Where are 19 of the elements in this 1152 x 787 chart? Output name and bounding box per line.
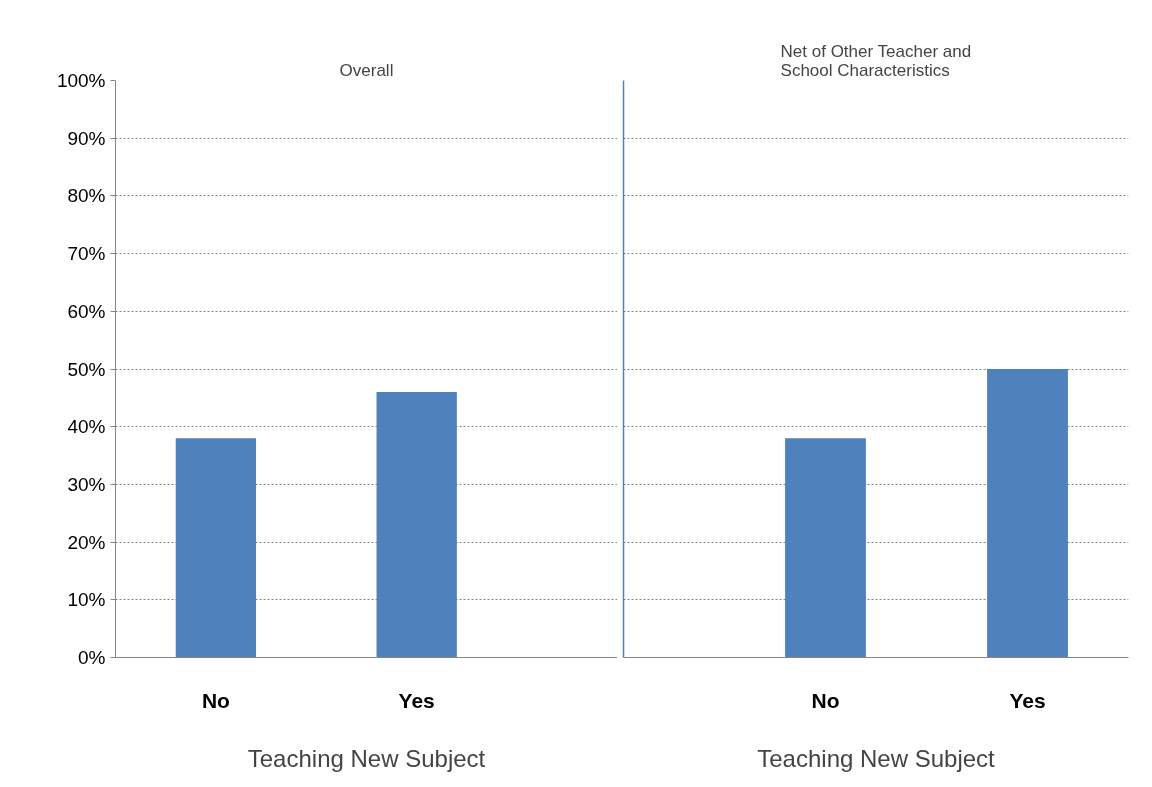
- chart-title: Overall: [339, 60, 394, 80]
- y-tick-label: 10%: [67, 589, 106, 611]
- y-tick-label: 50%: [67, 358, 106, 380]
- y-tick-label: 30%: [67, 473, 106, 495]
- y-tick-label: 80%: [67, 185, 106, 207]
- y-tick-label: 70%: [67, 243, 106, 265]
- y-tick-label: 90%: [67, 127, 106, 149]
- x-tick-label: Yes: [398, 688, 435, 712]
- x-tick-label: Yes: [1009, 688, 1046, 712]
- chart-title: Net of Other Teacher and School Characteristics: [780, 41, 972, 80]
- x-tick-label: No: [811, 688, 840, 712]
- y-tick-label: 60%: [67, 300, 106, 322]
- y-tick-label: 20%: [67, 531, 106, 553]
- x-axis-title: Teaching New Subject: [757, 744, 996, 772]
- x-tick-label: No: [201, 688, 230, 712]
- x-axis-title: Teaching New Subject: [247, 744, 486, 772]
- y-tick-label: 100%: [56, 70, 106, 91]
- y-tick-label: 0%: [78, 647, 106, 668]
- y-tick-label: 40%: [67, 416, 106, 438]
